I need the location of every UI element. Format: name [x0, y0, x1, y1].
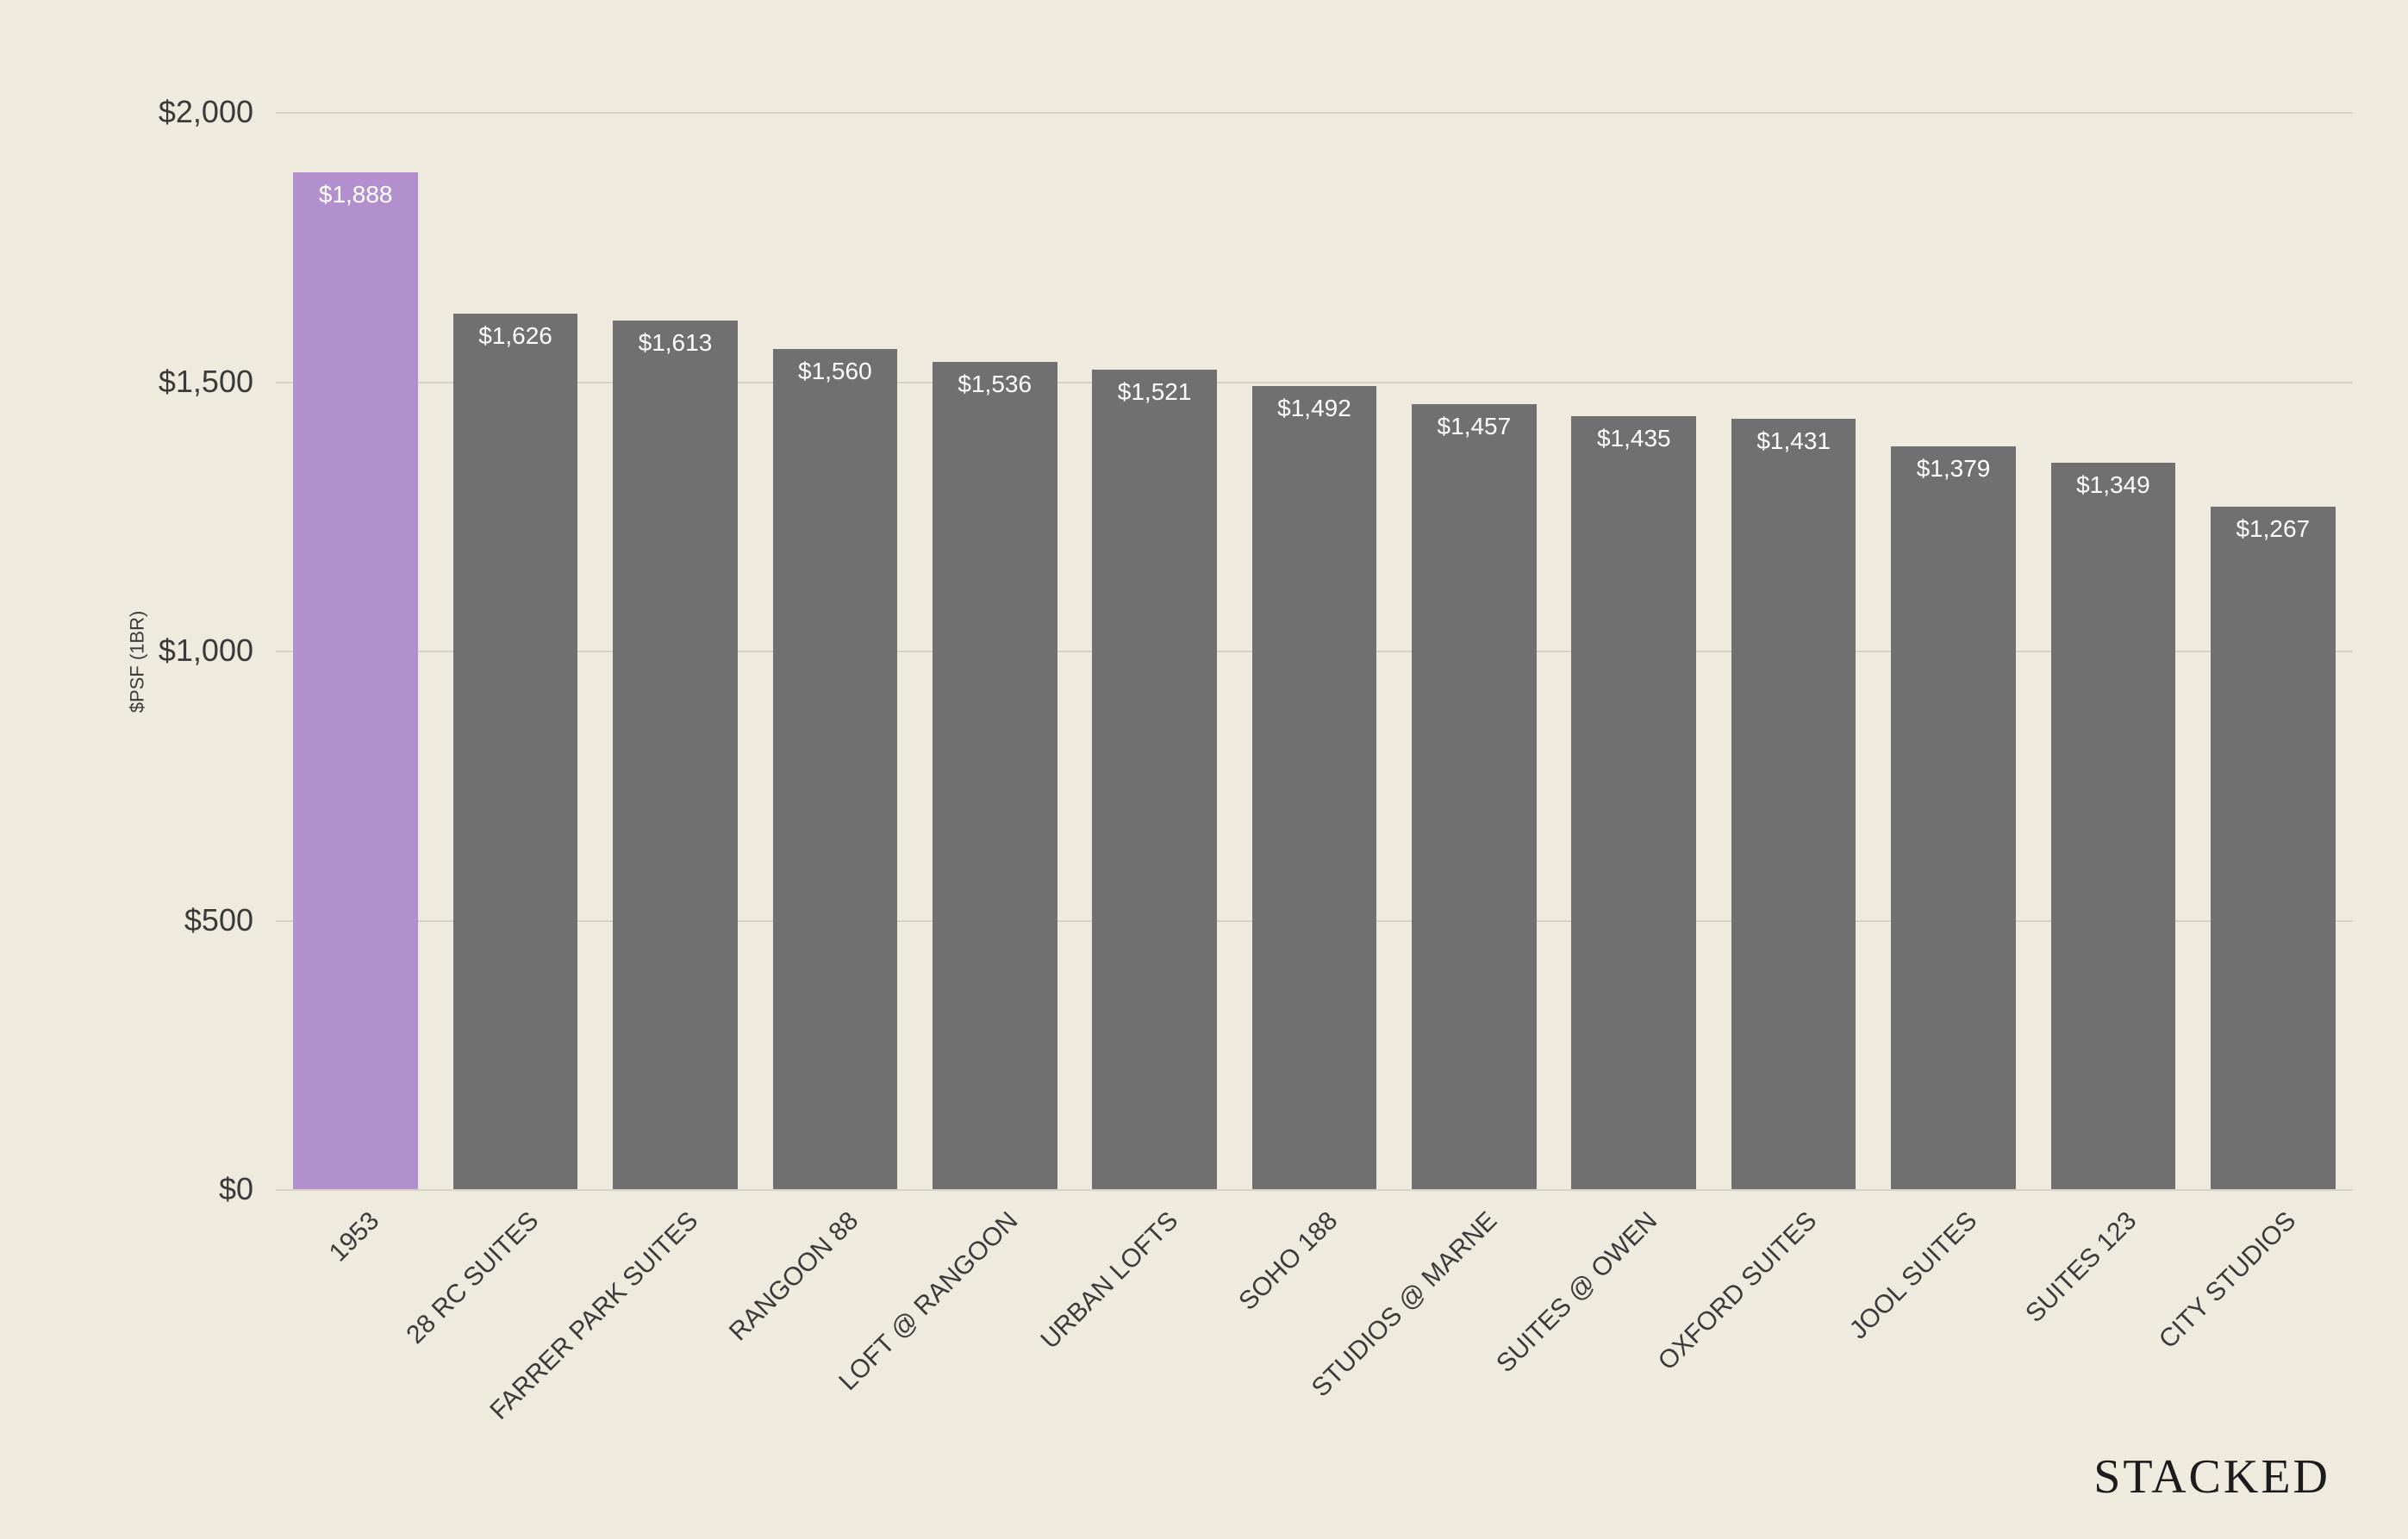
y-tick-label: $1,000 [81, 632, 253, 669]
brand-logo: STACKED [2093, 1449, 2330, 1505]
bar-value-label: $1,492 [1277, 395, 1351, 422]
bar-value-label: $1,560 [798, 358, 872, 385]
x-tick-label: URBAN LOFTS [1035, 1206, 1184, 1355]
bar: $1,626 [453, 314, 578, 1189]
bar: $1,521 [1092, 370, 1217, 1189]
bar: $1,560 [773, 349, 898, 1189]
bar: $1,435 [1571, 416, 1696, 1189]
x-tick-label: CITY STUDIOS [2154, 1206, 2302, 1355]
bar-value-label: $1,267 [2236, 515, 2310, 543]
bar: $1,536 [933, 362, 1057, 1189]
bar-value-label: $1,613 [639, 329, 713, 357]
x-tick-label: RANGOON 88 [724, 1206, 864, 1347]
y-tick-label: $1,500 [81, 364, 253, 400]
gridline [276, 1189, 2353, 1191]
y-tick-label: $2,000 [81, 94, 253, 130]
y-tick-label: $500 [81, 902, 253, 938]
bars-group: $1,888 $1,626 $1,613 $1,560 $1,536 $1,521 $1,4… [276, 112, 2353, 1189]
x-tick-label: SUITES @ OWEN [1491, 1206, 1663, 1379]
x-tick-label: SOHO 188 [1233, 1206, 1344, 1317]
bar-value-label: $1,457 [1438, 413, 1512, 440]
bar: $1,613 [613, 321, 738, 1189]
x-tick-label: JOOL SUITES [1843, 1206, 1982, 1345]
bar-value-label: $1,349 [2076, 471, 2150, 499]
x-tick-label: 28 RC SUITES [401, 1206, 545, 1350]
bar: $1,457 [1412, 404, 1537, 1189]
x-tick-label: SUITES 123 [2020, 1206, 2143, 1329]
bar: $1,267 [2211, 507, 2336, 1189]
plot-area: $1,888 $1,626 $1,613 $1,560 $1,536 $1,521 $1,4… [276, 112, 2353, 1189]
bar: $1,492 [1252, 386, 1377, 1190]
bar-chart: $1,888 $1,626 $1,613 $1,560 $1,536 $1,521 $1,4… [0, 0, 2408, 1539]
y-tick-label: $0 [81, 1171, 253, 1207]
y-axis-label: $PSF (1BR) [126, 611, 148, 713]
bar-value-label: $1,379 [1917, 455, 1991, 483]
bar-value-label: $1,521 [1118, 378, 1192, 406]
bar-value-label: $1,536 [958, 371, 1032, 398]
bar-value-label: $1,626 [478, 322, 552, 350]
bar: $1,431 [1731, 419, 1856, 1189]
bar-value-label: $1,888 [319, 181, 393, 209]
x-tick-label: LOFT @ RANGOON [833, 1206, 1024, 1397]
bar: $1,379 [1891, 446, 2016, 1189]
x-tick-label: STUDIOS @ MARNE [1307, 1206, 1503, 1403]
x-tick-label: OXFORD SUITES [1653, 1206, 1823, 1376]
bar: $1,349 [2051, 463, 2176, 1189]
bar-value-label: $1,435 [1597, 425, 1671, 452]
bar-value-label: $1,431 [1756, 427, 1831, 455]
bar: $1,888 [293, 172, 418, 1189]
x-tick-label: 1953 [323, 1206, 384, 1268]
